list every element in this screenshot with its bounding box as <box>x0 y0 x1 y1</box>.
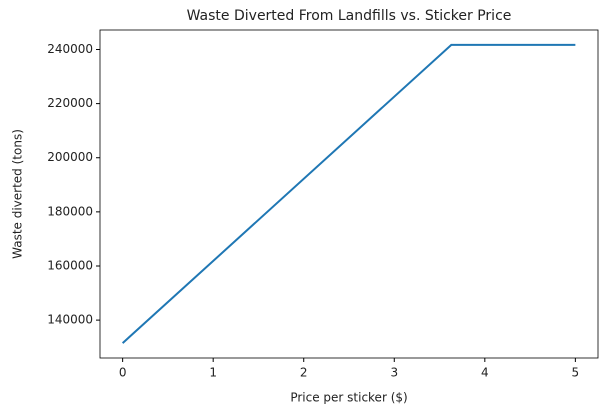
x-tick-label: 3 <box>390 366 398 380</box>
y-tick-label: 240000 <box>47 42 93 56</box>
y-tick-label: 220000 <box>47 96 93 110</box>
x-tick-label: 1 <box>209 366 217 380</box>
y-tick-label: 160000 <box>47 258 93 272</box>
y-tick-label: 140000 <box>47 313 93 327</box>
y-tick-label: 200000 <box>47 150 93 164</box>
x-tick-label: 5 <box>572 366 580 380</box>
x-axis-label: Price per sticker ($) <box>290 391 407 405</box>
y-axis-label: Waste diverted (tons) <box>11 129 25 259</box>
line-series <box>121 43 576 344</box>
x-tick-label: 2 <box>300 366 308 380</box>
axes-frame <box>99 29 599 359</box>
x-tick-label: 0 <box>119 366 127 380</box>
x-tick-label: 4 <box>481 366 489 380</box>
y-tick-label: 180000 <box>47 204 93 218</box>
chart-title: Waste Diverted From Landfills vs. Sticke… <box>187 8 512 24</box>
